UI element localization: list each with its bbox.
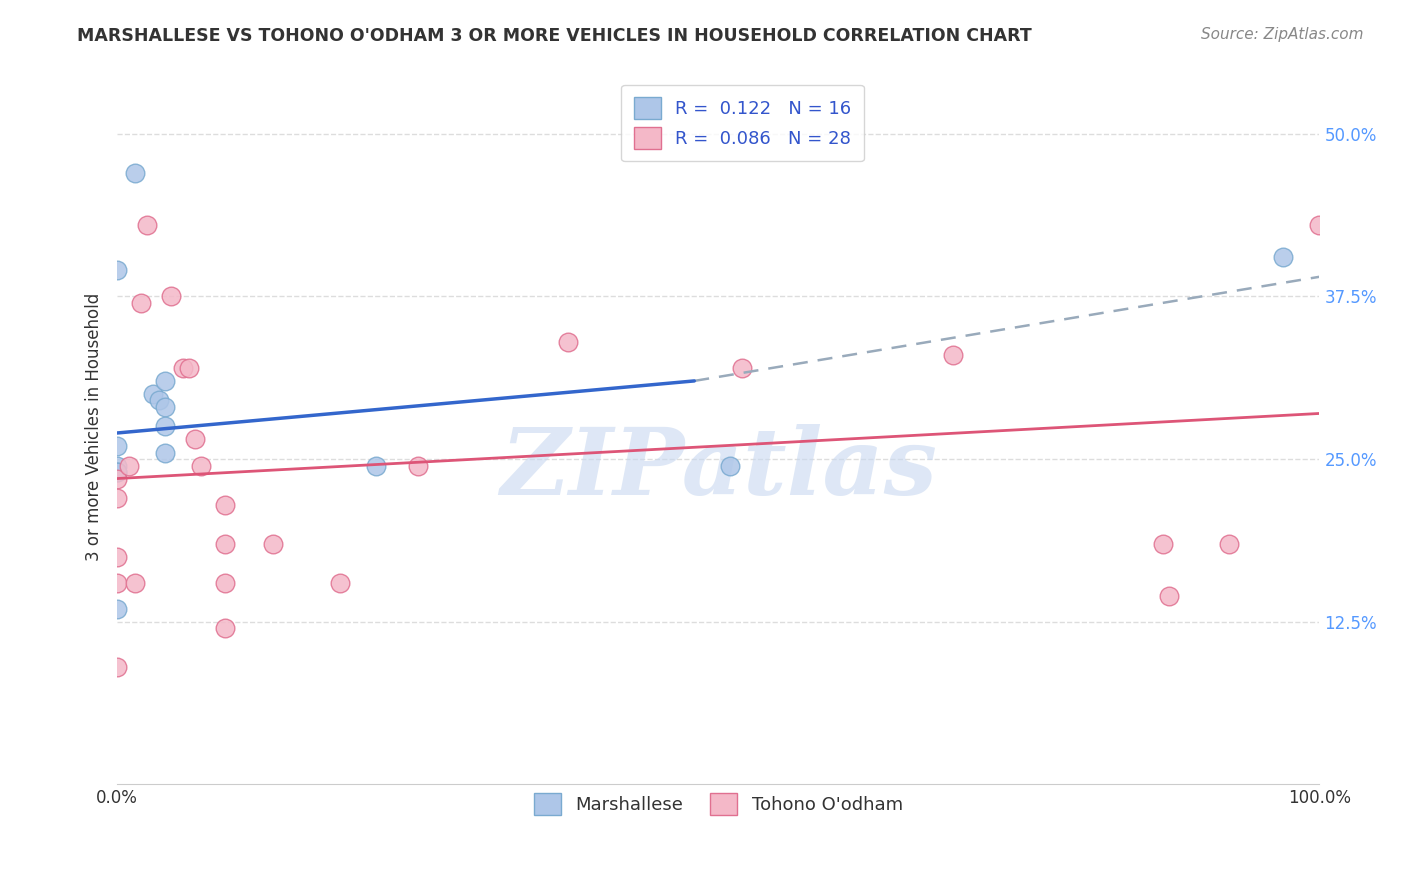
Point	[155, 374, 177, 388]
Point	[105, 439, 128, 453]
Text: ZIPatlas: ZIPatlas	[499, 425, 936, 515]
Point	[214, 536, 236, 550]
Point	[105, 471, 128, 485]
Point	[557, 334, 579, 349]
Point	[1272, 250, 1295, 264]
Point	[124, 166, 146, 180]
Point	[155, 419, 177, 434]
Point	[136, 218, 159, 232]
Y-axis label: 3 or more Vehicles in Household: 3 or more Vehicles in Household	[86, 293, 103, 560]
Point	[942, 348, 965, 362]
Point	[105, 465, 128, 479]
Point	[179, 360, 201, 375]
Point	[105, 263, 128, 277]
Point	[105, 575, 128, 590]
Point	[1218, 536, 1240, 550]
Legend: Marshallese, Tohono O'odham: Marshallese, Tohono O'odham	[523, 781, 914, 825]
Point	[718, 458, 741, 473]
Point	[214, 575, 236, 590]
Point	[190, 458, 212, 473]
Point	[105, 549, 128, 564]
Point	[1159, 589, 1181, 603]
Point	[406, 458, 429, 473]
Point	[124, 575, 146, 590]
Point	[1152, 536, 1174, 550]
Point	[105, 465, 128, 479]
Point	[214, 498, 236, 512]
Text: MARSHALLESE VS TOHONO O'ODHAM 3 OR MORE VEHICLES IN HOUSEHOLD CORRELATION CHART: MARSHALLESE VS TOHONO O'ODHAM 3 OR MORE …	[77, 27, 1032, 45]
Text: Source: ZipAtlas.com: Source: ZipAtlas.com	[1201, 27, 1364, 42]
Point	[105, 491, 128, 505]
Point	[172, 360, 194, 375]
Point	[364, 458, 387, 473]
Point	[155, 445, 177, 459]
Point	[129, 295, 152, 310]
Point	[148, 393, 170, 408]
Point	[155, 400, 177, 414]
Point	[1308, 218, 1330, 232]
Point	[731, 360, 754, 375]
Point	[263, 536, 285, 550]
Point	[142, 387, 165, 401]
Point	[105, 601, 128, 615]
Point	[160, 289, 183, 303]
Point	[329, 575, 352, 590]
Point	[214, 621, 236, 635]
Point	[184, 433, 207, 447]
Point	[105, 660, 128, 674]
Point	[118, 458, 141, 473]
Point	[105, 458, 128, 473]
